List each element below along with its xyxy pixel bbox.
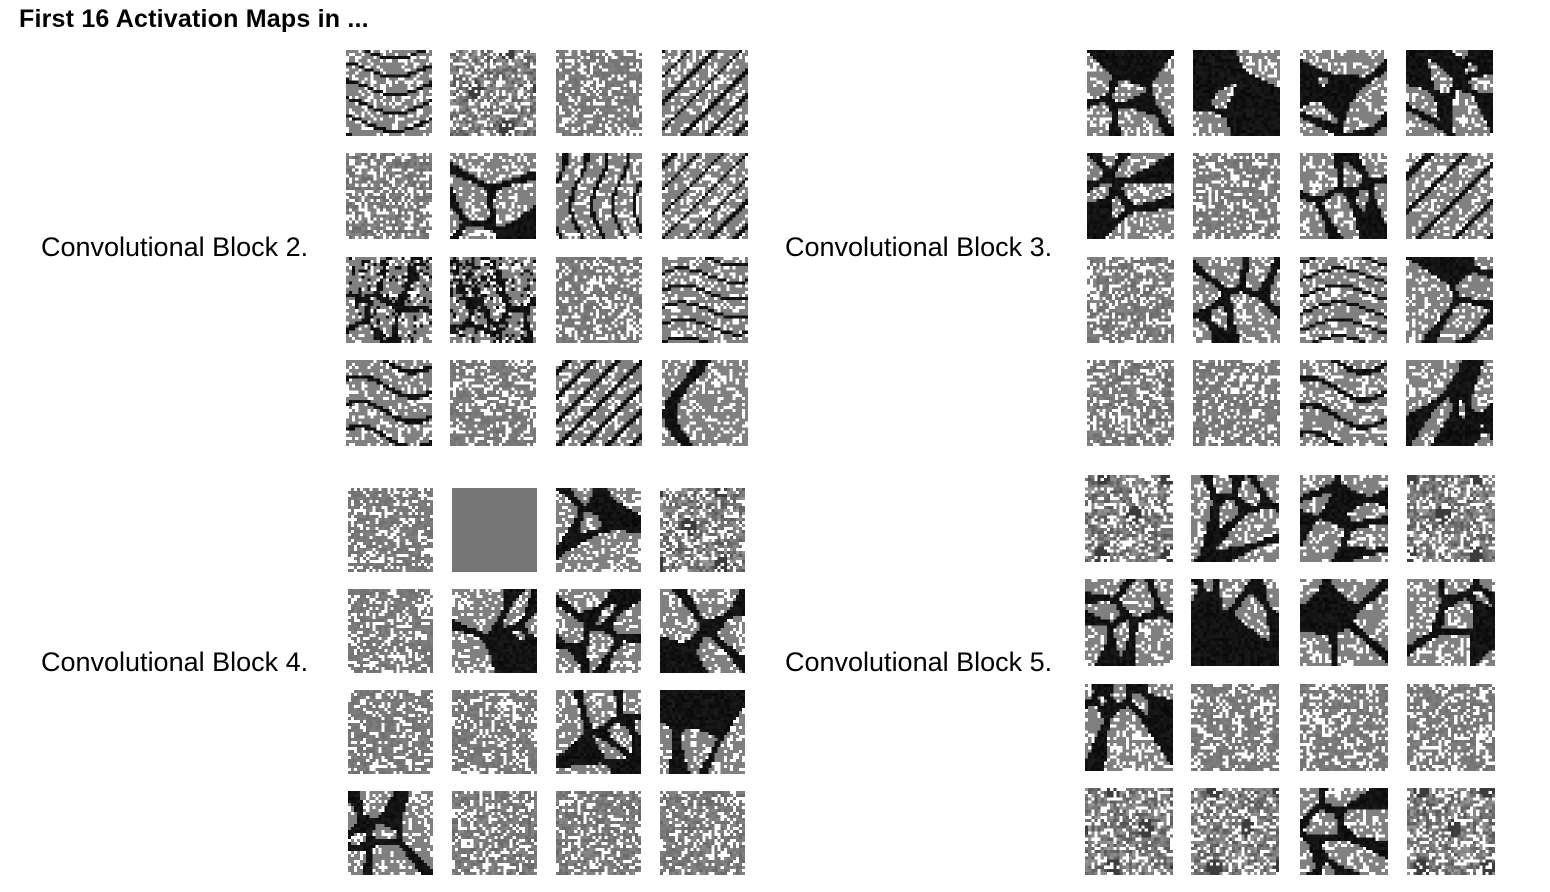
activation-map	[1300, 360, 1387, 446]
activation-map	[452, 690, 537, 774]
figure-title: First 16 Activation Maps in ...	[19, 5, 369, 34]
activation-map	[662, 153, 748, 239]
activation-map	[1193, 153, 1280, 239]
activation-map	[450, 50, 536, 136]
activation-map	[346, 257, 432, 343]
activation-map	[1300, 788, 1388, 875]
activation-map	[556, 791, 641, 875]
activation-map	[556, 360, 642, 446]
block-5-label: Convolutional Block 5.	[785, 647, 1052, 678]
activation-map	[1193, 360, 1280, 446]
activation-map	[1087, 360, 1174, 446]
block-3-label: Convolutional Block 3.	[785, 232, 1052, 263]
activation-map	[1085, 475, 1173, 562]
block-2-label: Convolutional Block 2.	[41, 232, 308, 263]
activation-map	[556, 153, 642, 239]
activation-map	[1300, 50, 1387, 136]
activation-map	[1406, 360, 1493, 446]
activation-map	[450, 257, 536, 343]
activation-map	[660, 791, 745, 875]
activation-map	[348, 488, 433, 572]
activation-map	[1406, 50, 1493, 136]
activation-map	[346, 153, 432, 239]
activation-map	[348, 791, 433, 875]
activation-map	[1085, 684, 1173, 771]
activation-map	[1191, 684, 1279, 771]
activation-map	[662, 50, 748, 136]
activation-map	[662, 360, 748, 446]
activation-map	[1407, 579, 1495, 666]
activation-map	[662, 257, 748, 343]
activation-map	[556, 589, 641, 673]
block-4-label: Convolutional Block 4.	[41, 647, 308, 678]
activation-map	[1300, 257, 1387, 343]
activation-map	[1407, 684, 1495, 771]
activation-map	[1406, 153, 1493, 239]
activation-map	[556, 50, 642, 136]
activation-map	[660, 690, 745, 774]
activation-map	[660, 589, 745, 673]
activation-map	[346, 360, 432, 446]
activation-map	[452, 488, 537, 572]
activation-map	[1300, 475, 1388, 562]
activation-map	[1087, 153, 1174, 239]
activation-map	[1191, 475, 1279, 562]
activation-map	[1085, 788, 1173, 875]
activation-map	[348, 690, 433, 774]
activation-map	[1300, 153, 1387, 239]
activation-map	[1191, 579, 1279, 666]
activation-map	[346, 50, 432, 136]
activation-map	[348, 589, 433, 673]
activation-map	[450, 360, 536, 446]
activation-map	[556, 690, 641, 774]
activation-map	[1193, 50, 1280, 136]
activation-map	[450, 153, 536, 239]
activation-map	[1300, 579, 1388, 666]
activation-map	[556, 257, 642, 343]
activation-map	[1406, 257, 1493, 343]
activation-map	[660, 488, 745, 572]
activation-map	[556, 488, 641, 572]
activation-map	[1087, 257, 1174, 343]
activation-map	[1407, 788, 1495, 875]
activation-map	[1193, 257, 1280, 343]
activation-map	[1407, 475, 1495, 562]
activation-map	[1300, 684, 1388, 771]
activation-map	[1085, 579, 1173, 666]
activation-map	[452, 791, 537, 875]
activation-map	[1191, 788, 1279, 875]
activation-map	[1087, 50, 1174, 136]
activation-map	[452, 589, 537, 673]
